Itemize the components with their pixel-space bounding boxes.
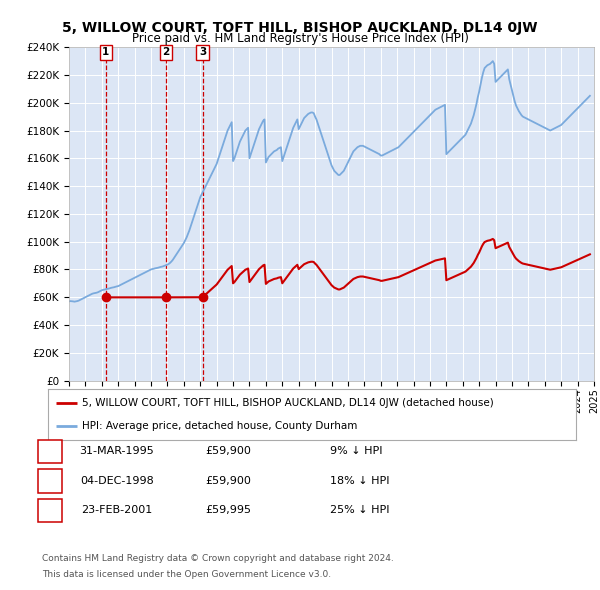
Text: This data is licensed under the Open Government Licence v3.0.: This data is licensed under the Open Gov… [42,571,331,579]
Text: 18% ↓ HPI: 18% ↓ HPI [330,476,389,486]
Text: 25% ↓ HPI: 25% ↓ HPI [330,506,389,515]
Text: 2: 2 [163,47,170,57]
Text: £59,900: £59,900 [205,447,251,456]
Text: 2: 2 [47,476,54,486]
Text: 31-MAR-1995: 31-MAR-1995 [80,447,154,456]
Text: 9% ↓ HPI: 9% ↓ HPI [330,447,383,456]
Text: 3: 3 [47,506,54,515]
Text: HPI: Average price, detached house, County Durham: HPI: Average price, detached house, Coun… [82,421,358,431]
Text: Contains HM Land Registry data © Crown copyright and database right 2024.: Contains HM Land Registry data © Crown c… [42,555,394,563]
Text: 1: 1 [47,447,54,456]
Text: Price paid vs. HM Land Registry's House Price Index (HPI): Price paid vs. HM Land Registry's House … [131,32,469,45]
Text: 3: 3 [199,47,206,57]
Text: £59,995: £59,995 [205,506,251,515]
Text: 1: 1 [102,47,109,57]
Text: £59,900: £59,900 [205,476,251,486]
Text: 5, WILLOW COURT, TOFT HILL, BISHOP AUCKLAND, DL14 0JW: 5, WILLOW COURT, TOFT HILL, BISHOP AUCKL… [62,21,538,35]
Text: 5, WILLOW COURT, TOFT HILL, BISHOP AUCKLAND, DL14 0JW (detached house): 5, WILLOW COURT, TOFT HILL, BISHOP AUCKL… [82,398,494,408]
Text: 04-DEC-1998: 04-DEC-1998 [80,476,154,486]
Text: 23-FEB-2001: 23-FEB-2001 [82,506,152,515]
